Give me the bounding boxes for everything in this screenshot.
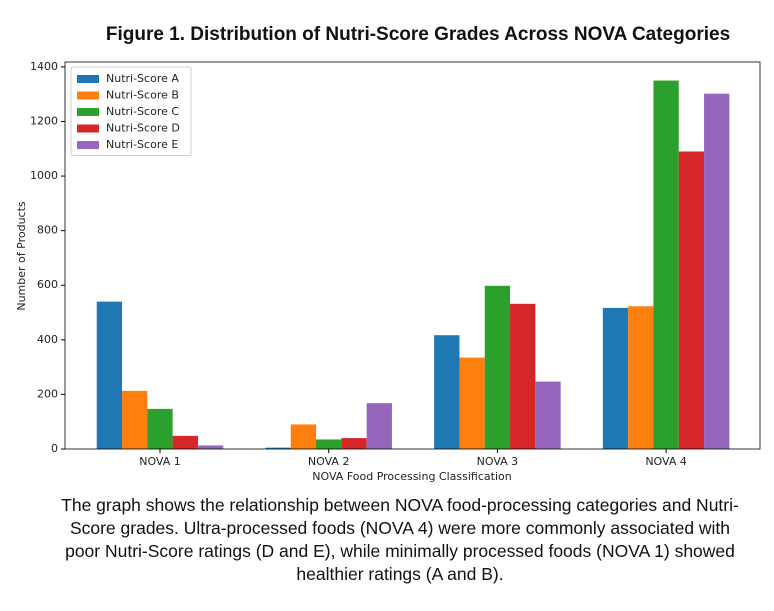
legend-swatch	[77, 91, 99, 100]
x-tick-label: NOVA 1	[139, 455, 181, 468]
x-axis-label: NOVA Food Processing Classification	[312, 470, 511, 483]
bar	[96, 301, 123, 449]
chart: Figure 1. Distribution of Nutri-Score Gr…	[15, 24, 761, 483]
legend-label: Nutri-Score E	[106, 138, 178, 151]
y-tick-label: 1400	[30, 60, 58, 73]
bar	[122, 390, 148, 449]
bar	[366, 403, 392, 449]
bar	[290, 424, 317, 449]
legend-swatch	[77, 75, 99, 83]
y-tick-label: 800	[37, 224, 58, 237]
bar	[678, 151, 705, 449]
legend-swatch	[77, 124, 99, 133]
y-tick-label: 1000	[30, 169, 58, 182]
bar	[197, 445, 224, 449]
bar	[704, 93, 730, 449]
legend-label: Nutri-Score C	[106, 105, 179, 118]
bar	[341, 438, 367, 449]
x-tick-label: NOVA 4	[645, 455, 687, 468]
bar	[459, 357, 485, 449]
y-tick-label: 400	[37, 333, 58, 346]
legend-swatch	[77, 141, 99, 149]
bar	[316, 439, 342, 449]
y-tick-label: 1200	[30, 114, 58, 127]
y-tick-label: 0	[51, 442, 58, 455]
y-tick-label: 200	[37, 387, 58, 400]
bar	[628, 306, 654, 449]
y-tick-label: 600	[37, 278, 58, 291]
legend-box	[70, 66, 192, 156]
bar	[147, 408, 173, 449]
bar	[172, 435, 198, 449]
bar	[510, 303, 536, 449]
bar	[602, 307, 629, 449]
bar	[265, 447, 291, 449]
plot-frame	[64, 61, 761, 450]
legend-label: Nutri-Score B	[106, 89, 179, 102]
x-tick-label: NOVA 3	[477, 455, 519, 468]
bar	[653, 80, 679, 449]
bar	[484, 285, 511, 449]
legend-swatch	[77, 108, 99, 116]
legend-label: Nutri-Score A	[106, 72, 179, 85]
caption: The graph shows the relationship between…	[61, 495, 739, 584]
legend-label: Nutri-Score D	[106, 122, 180, 135]
chart-title: Figure 1. Distribution of Nutri-Score Gr…	[106, 24, 730, 45]
y-axis-label: Number of Products	[15, 201, 28, 311]
x-tick-label: NOVA 2	[308, 455, 350, 468]
bar	[434, 335, 460, 449]
bar	[535, 381, 561, 449]
